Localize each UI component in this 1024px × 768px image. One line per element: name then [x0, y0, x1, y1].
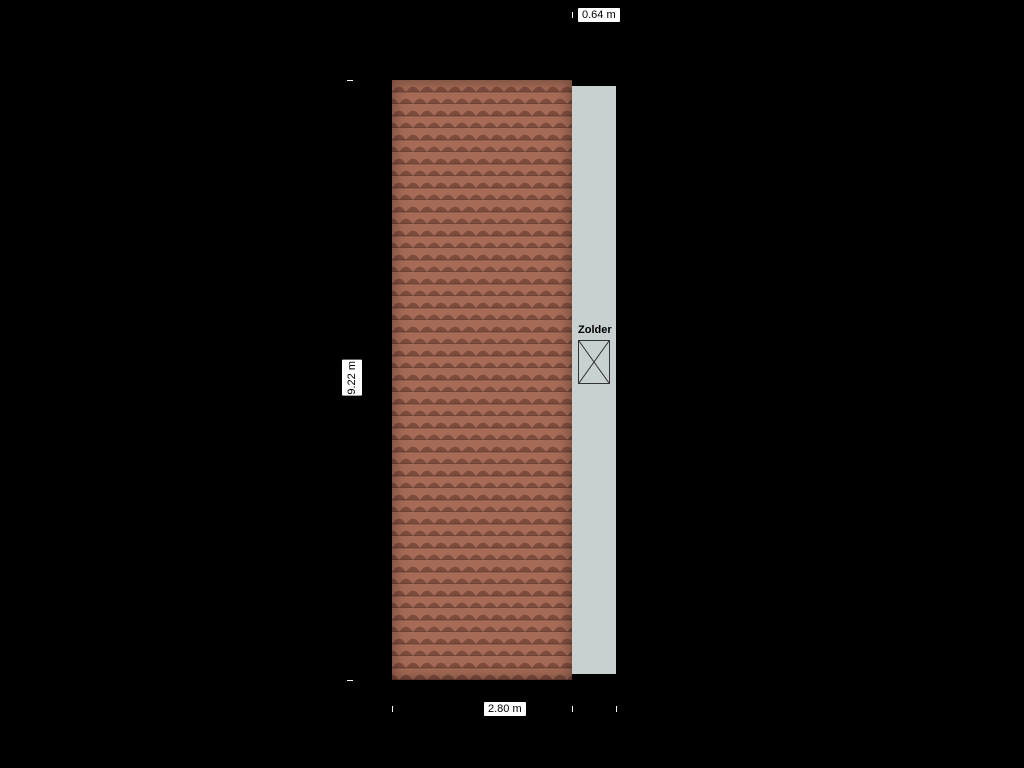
dim-label-bottom: 2.80 m [484, 702, 526, 716]
floorplan-canvas: Zolder 0.64 m 2.80 m 9.22 m [0, 0, 1024, 768]
dim-label-top: 0.64 m [578, 8, 620, 22]
room-label-zolder: Zolder [578, 324, 612, 336]
dim-tick [572, 12, 573, 18]
hatch-opening [578, 340, 610, 384]
dim-label-left: 9.22 m [342, 360, 362, 396]
roof-tiles [392, 80, 572, 680]
dim-tick [347, 80, 353, 81]
dim-tick [392, 706, 393, 712]
dim-tick [347, 680, 353, 681]
dim-tick [572, 706, 573, 712]
dim-tick [616, 706, 617, 712]
